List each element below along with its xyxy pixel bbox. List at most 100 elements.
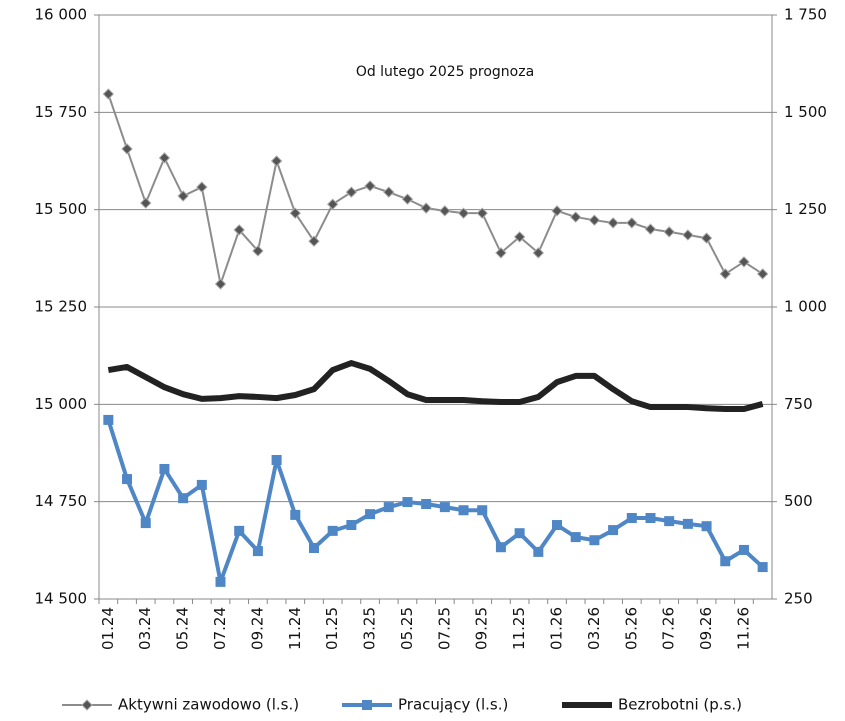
- x-tick-label: 05.25: [398, 607, 416, 650]
- y-tick-label: 14 500: [35, 590, 88, 608]
- marker: [533, 546, 544, 557]
- x-tick-label: 05.24: [174, 607, 192, 650]
- marker: [233, 224, 245, 236]
- marker: [476, 207, 488, 219]
- marker: [383, 186, 395, 198]
- x-tick-label: 03.24: [136, 607, 154, 650]
- marker: [439, 205, 451, 217]
- y2-tick-label: 1 500: [784, 103, 827, 121]
- x-tick-label: 03.25: [361, 607, 379, 650]
- marker: [420, 202, 432, 214]
- marker: [402, 497, 413, 508]
- marker: [102, 88, 115, 100]
- marker: [140, 518, 151, 529]
- marker: [495, 247, 507, 259]
- marker: [588, 214, 601, 226]
- marker: [644, 223, 657, 235]
- x-tick-label: 01.25: [323, 607, 341, 650]
- marker: [551, 205, 563, 217]
- marker: [607, 217, 619, 229]
- x-tick-label: 05.26: [622, 607, 640, 650]
- marker: [513, 231, 526, 243]
- marker: [720, 556, 731, 567]
- marker: [626, 217, 638, 229]
- marker: [532, 247, 545, 259]
- marker: [215, 576, 226, 587]
- marker: [738, 544, 749, 555]
- marker: [290, 509, 301, 520]
- marker: [738, 256, 750, 268]
- legend-label: Pracujący (l.s.): [398, 696, 508, 714]
- marker: [608, 525, 619, 536]
- marker: [214, 278, 227, 290]
- marker: [308, 542, 319, 553]
- marker: [140, 197, 152, 209]
- y2-tick-label: 500: [784, 492, 813, 510]
- marker: [345, 186, 358, 198]
- marker: [514, 528, 525, 539]
- x-tick-label: 01.26: [548, 607, 566, 650]
- marker: [270, 155, 283, 167]
- marker: [682, 229, 694, 241]
- x-tick-label: 09.26: [697, 607, 715, 650]
- marker: [700, 232, 713, 244]
- marker: [121, 143, 133, 155]
- marker: [477, 505, 488, 516]
- marker: [626, 513, 637, 524]
- marker: [645, 513, 656, 524]
- marker: [701, 521, 712, 532]
- x-tick-label: 11.25: [510, 607, 528, 650]
- marker: [178, 493, 189, 504]
- marker: [308, 235, 320, 247]
- marker: [439, 502, 450, 513]
- marker: [177, 190, 189, 202]
- x-tick-label: 11.24: [286, 607, 304, 650]
- marker: [364, 180, 376, 192]
- y2-tick-label: 250: [784, 590, 813, 608]
- marker: [159, 463, 170, 474]
- marker: [682, 518, 693, 529]
- x-tick-label: 11.26: [734, 607, 752, 650]
- y-tick-label: 15 750: [35, 103, 88, 121]
- y-tick-label: 16 000: [35, 6, 88, 24]
- marker: [383, 502, 394, 513]
- marker: [327, 525, 338, 536]
- marker: [271, 455, 282, 466]
- legend-label: Aktywni zawodowo (l.s.): [118, 696, 299, 714]
- series-line: [107, 93, 764, 286]
- x-tick-label: 07.24: [211, 607, 229, 650]
- series-line: [107, 360, 764, 413]
- marker: [289, 207, 301, 219]
- marker: [346, 520, 357, 531]
- y-tick-label: 15 500: [35, 200, 88, 218]
- marker: [252, 546, 263, 557]
- marker: [421, 499, 432, 510]
- marker: [756, 268, 769, 280]
- x-tick-label: 01.24: [99, 607, 117, 650]
- marker: [196, 181, 208, 193]
- marker: [234, 525, 245, 536]
- marker: [552, 520, 563, 531]
- marker: [401, 193, 414, 205]
- marker: [495, 542, 506, 553]
- marker: [757, 562, 768, 573]
- marker: [326, 198, 339, 210]
- y-tick-label: 15 000: [35, 395, 88, 413]
- x-tick-label: 07.26: [660, 607, 678, 650]
- y2-tick-label: 1 000: [784, 298, 827, 316]
- marker: [158, 152, 171, 164]
- legend-marker: [81, 699, 93, 711]
- y-tick-label: 14 750: [35, 492, 88, 510]
- marker: [196, 479, 207, 490]
- y2-tick-label: 750: [784, 395, 813, 413]
- marker: [570, 532, 581, 543]
- x-tick-label: 09.25: [473, 607, 491, 650]
- marker: [719, 268, 731, 280]
- marker: [457, 207, 470, 219]
- x-tick-label: 03.26: [585, 607, 603, 650]
- marker: [103, 414, 114, 425]
- marker: [365, 509, 376, 520]
- y-tick-label: 15 250: [35, 298, 88, 316]
- legend-marker: [362, 700, 372, 710]
- marker: [570, 211, 582, 223]
